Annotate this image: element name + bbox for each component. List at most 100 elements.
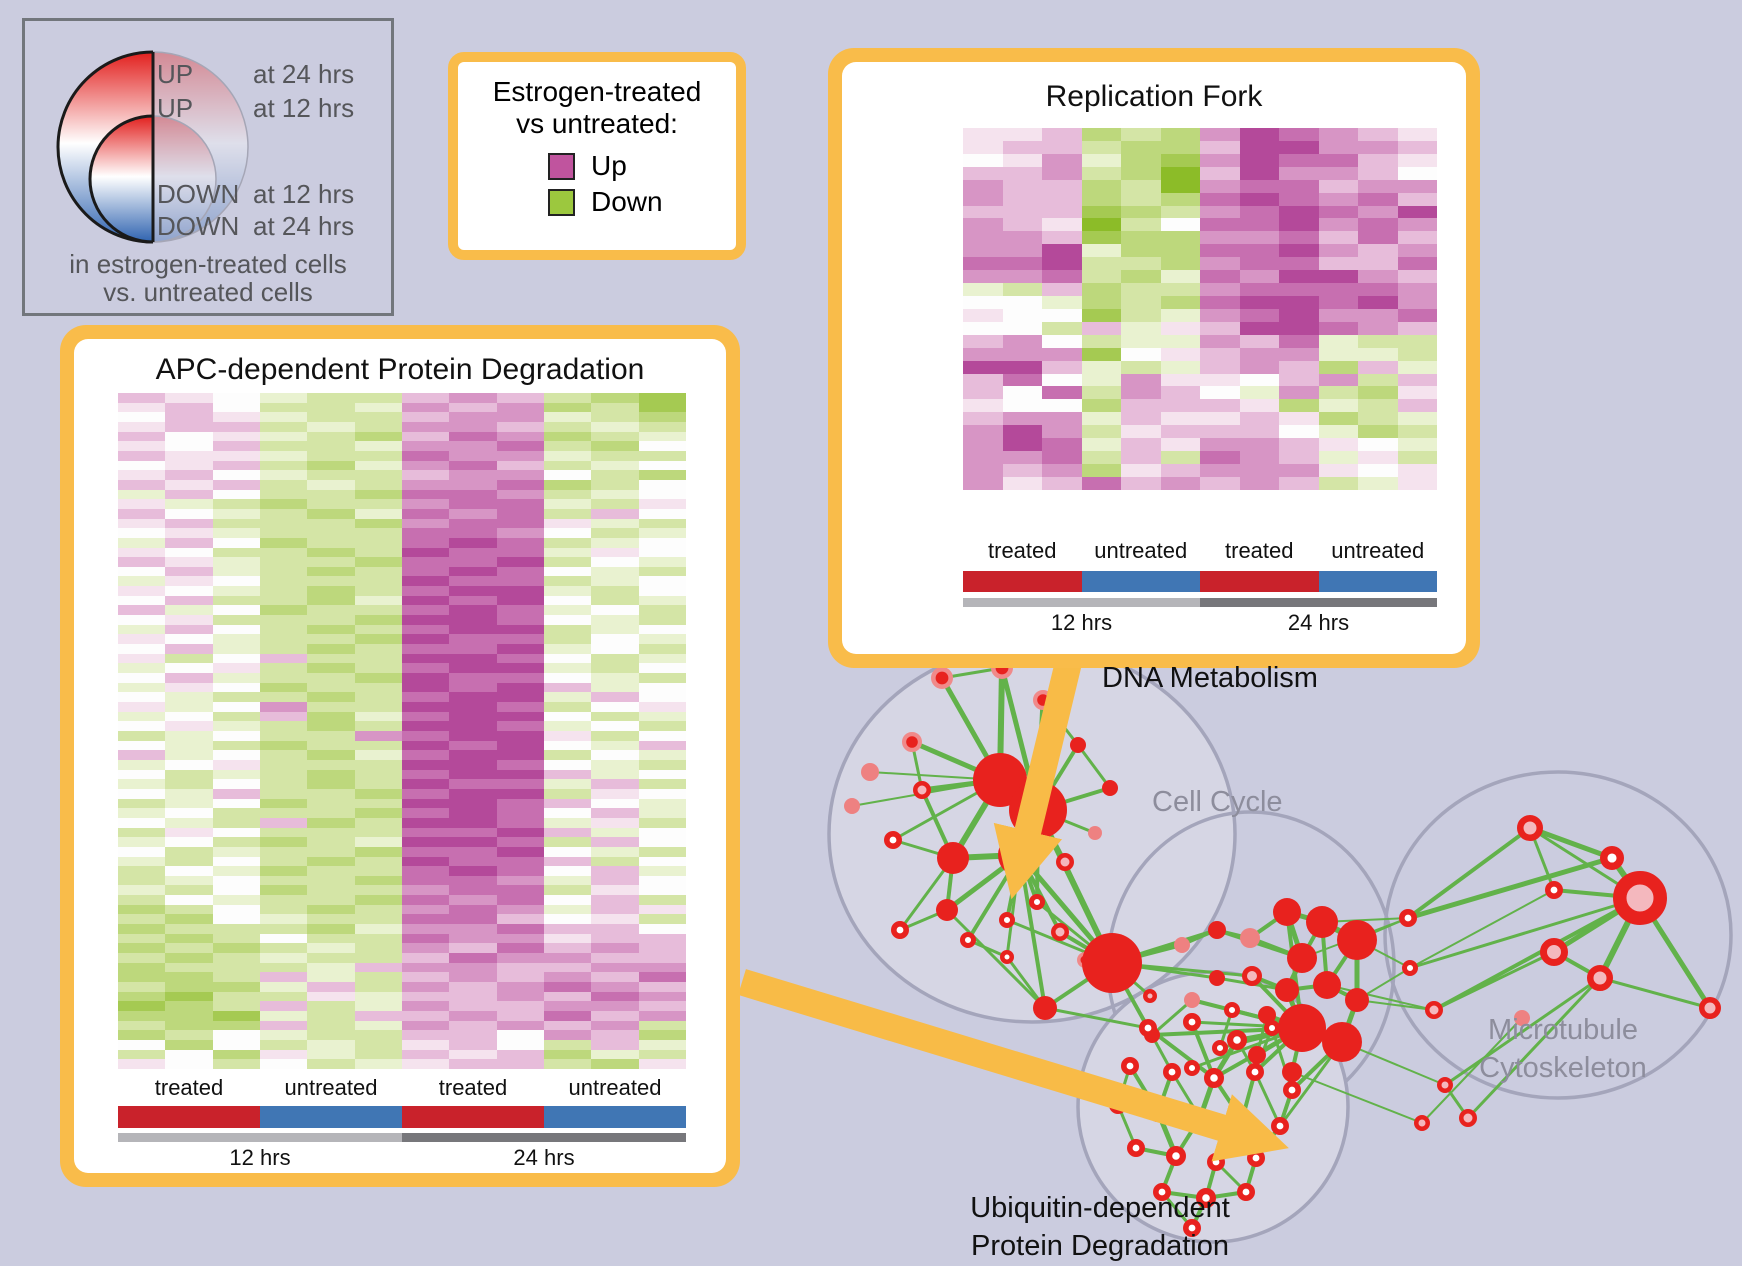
heatmap-cell (1397, 192, 1437, 206)
heatmap-cell (1002, 128, 1042, 141)
heatmap-row (963, 321, 1437, 335)
heatmap-cell (165, 875, 213, 886)
heatmap-cell (401, 393, 450, 403)
heatmap-cell (591, 759, 639, 770)
apc-group-label-4: untreated (568, 1075, 662, 1100)
heatmap-row (963, 451, 1437, 464)
heatmap-cell (496, 441, 544, 451)
heatmap-cell (118, 412, 166, 422)
heatmap-cell (307, 547, 355, 558)
heatmap-cell (1160, 360, 1200, 374)
heatmap-cell (307, 914, 355, 925)
network-edge (1409, 889, 1555, 969)
heatmap-cell (165, 682, 213, 693)
heatmap-cell (165, 895, 213, 905)
heatmap-cell (496, 721, 544, 731)
heatmap-cell (543, 991, 592, 1002)
heatmap-cell (496, 972, 544, 983)
heatmap-cell (307, 586, 355, 596)
heatmap-cell (449, 624, 497, 635)
heatmap-cell (212, 412, 260, 422)
heatmap-cell (165, 1059, 213, 1069)
heatmap-cell (591, 634, 639, 645)
heatmap-cell (1160, 451, 1200, 464)
heatmap-cell (401, 779, 450, 789)
heatmap-cell (496, 914, 544, 925)
heatmap-cell (963, 360, 1003, 374)
heatmap-cell (354, 479, 402, 490)
network-node (1313, 971, 1341, 999)
heatmap-cell (449, 1011, 497, 1021)
heatmap-cell (496, 1049, 544, 1060)
heatmap-cell (354, 1039, 402, 1050)
heatmap-cell (259, 489, 308, 500)
heatmap-cell (1081, 244, 1121, 258)
heatmap-cell (401, 1059, 450, 1069)
heatmap-row (118, 895, 686, 905)
heatmap-cell (165, 827, 213, 838)
heatmap-cell (496, 412, 544, 422)
heatmap-cell (118, 402, 166, 413)
heatmap-cell (354, 914, 402, 925)
heatmap-cell (259, 421, 308, 432)
heatmap-row (118, 450, 686, 461)
heatmap-cell (1318, 360, 1358, 374)
heatmap-cell (165, 644, 213, 654)
heatmap-cell (259, 450, 308, 461)
heatmap-cell (401, 875, 450, 886)
heatmap-cell (1121, 476, 1161, 490)
heatmap-cell (118, 740, 166, 751)
heatmap-cell (638, 653, 686, 664)
heatmap-cell (963, 463, 1003, 477)
heatmap-row (118, 479, 686, 490)
heatmap-cell (259, 508, 308, 519)
heatmap-cell (401, 605, 450, 616)
heatmap-cell (1121, 321, 1161, 335)
heatmap-cell (1160, 128, 1200, 141)
heatmap-cell (307, 441, 355, 451)
heatmap-cell (118, 779, 166, 789)
network-node (1070, 737, 1086, 753)
heatmap-cell (1279, 283, 1319, 296)
heatmap-cell (1279, 373, 1319, 387)
heatmap-cell (449, 557, 497, 567)
heatmap-cell (496, 943, 544, 954)
heatmap-cell (1200, 334, 1240, 348)
heatmap-cell (1081, 205, 1121, 219)
heatmap-cell (1318, 218, 1358, 232)
heatmap-cell (1081, 373, 1121, 387)
heatmap-cell (1239, 438, 1279, 452)
heatmap-cell (638, 759, 686, 770)
heatmap-cell (307, 759, 355, 770)
heatmap-cell (307, 885, 355, 896)
heatmap-cell (165, 576, 213, 587)
heatmap-row (118, 721, 686, 731)
heatmap-cell (307, 673, 355, 683)
heatmap-cell (496, 460, 544, 471)
heatmap-cell (1397, 166, 1437, 180)
heatmap-cell (1121, 438, 1161, 452)
heatmap-cell (118, 528, 166, 538)
heatmap-cell (543, 682, 592, 693)
heatmap-cell (1042, 244, 1082, 258)
heatmap-cell (1239, 166, 1279, 180)
heatmap-cell (401, 470, 450, 480)
heatmap-row (963, 334, 1437, 348)
heatmap-cell (354, 982, 402, 992)
heatmap-cell (449, 508, 497, 519)
heatmap-cell (591, 692, 639, 702)
heatmap-cell (354, 798, 402, 809)
heatmap-cell (496, 393, 544, 403)
heatmap-cell (307, 846, 355, 857)
network-node (1540, 938, 1568, 966)
heatmap-cell (496, 1059, 544, 1069)
heatmap-cell (1397, 425, 1437, 439)
heatmap-cell (1160, 218, 1200, 232)
heatmap-cell (259, 779, 308, 789)
heatmap-cell (1081, 153, 1121, 167)
heatmap-cell (449, 470, 497, 480)
heatmap-cell (1397, 257, 1437, 271)
heatmap-cell (307, 663, 355, 674)
heatmap-cell (212, 518, 260, 529)
network-node (1121, 1057, 1140, 1076)
